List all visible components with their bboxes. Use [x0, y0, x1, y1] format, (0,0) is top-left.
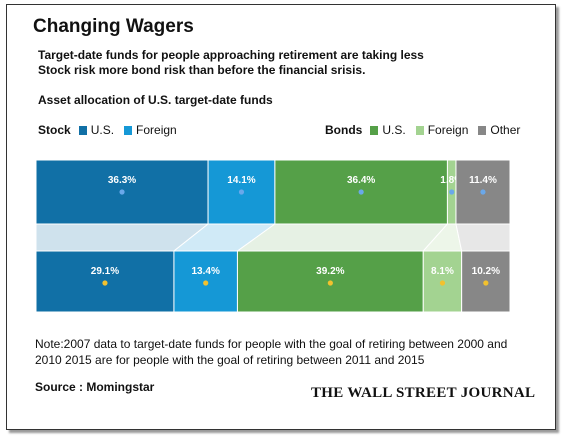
marker-dot-1-bonds_us: [358, 189, 364, 195]
legend-swatch-bonds-us: [370, 125, 379, 135]
legend-stock-label: Stock: [38, 123, 71, 137]
legend-label-stock-foreign: Foreign: [136, 123, 177, 137]
value-label-1-stock_us: 36.3%: [108, 175, 136, 186]
footnote: Note:2007 data to target-date funds for …: [35, 337, 508, 367]
marker-dot-2-stock_foreign: [203, 280, 209, 286]
legend-swatch-bonds-foreign: [415, 125, 424, 135]
legend-swatch-other: [478, 125, 487, 135]
marker-dot-2-bonds_foreign: [439, 280, 446, 286]
legend-stock: Stock U.S. Foreign: [38, 123, 185, 137]
chart-subtitle: Target-date funds for people approaching…: [38, 48, 508, 78]
value-label-2-bonds_other: 10.2%: [472, 266, 500, 277]
legend-bonds: Bonds U.S. Foreign Other: [325, 123, 528, 137]
marker-dot-2-bonds_other: [483, 280, 489, 286]
legend-swatch-stock-foreign: [124, 125, 133, 135]
marker-dot-2-stock_us: [102, 280, 108, 286]
value-label-2-bonds_foreign: 8.1%: [431, 266, 454, 277]
legend-label-bonds-us: U.S.: [382, 123, 406, 137]
marker-dot-1-stock_foreign: [238, 189, 245, 195]
value-label-2-stock_foreign: 13.4%: [192, 266, 220, 277]
subtitle-line-1: Target-date funds for people approaching…: [38, 48, 424, 62]
marker-dot-2-bonds_us: [327, 280, 333, 286]
legend-label-other: Other: [490, 123, 521, 137]
legend-swatch-stock-us: [78, 125, 87, 135]
publisher-logo: THE WALL STREET JOURNAL: [311, 385, 536, 401]
value-label-2-stock_us: 29.1%: [91, 266, 119, 277]
legend-label-bonds-foreign: Foreign: [427, 123, 469, 137]
marker-dot-1-bonds_other: [480, 189, 486, 195]
value-label-1-bonds_us: 36.4%: [347, 175, 375, 186]
chart-title: Asset allocation of U.S. target-date fun…: [38, 93, 273, 107]
chart-heading: Changing Wagers: [33, 16, 194, 37]
value-label-1-bonds_foreign: 1.8%: [440, 175, 463, 186]
marker-dot-1-bonds_foreign: [449, 189, 455, 195]
value-label-2-bonds_us: 39.2%: [316, 266, 344, 277]
value-label-1-stock_foreign: 14.1%: [227, 175, 255, 186]
source-credit: Source : Momingstar: [35, 380, 155, 394]
value-label-1-bonds_other: 11.4%: [469, 175, 497, 186]
marker-dot-1-stock_us: [119, 189, 125, 195]
legend-bonds-label: Bonds: [325, 123, 363, 137]
subtitle-line-2: Stock risk more bond risk than before th…: [38, 63, 366, 77]
legend-label-stock-us: U.S.: [90, 123, 115, 137]
connector-bonds_us: [235, 223, 449, 252]
connector-bonds_other: [455, 223, 511, 252]
